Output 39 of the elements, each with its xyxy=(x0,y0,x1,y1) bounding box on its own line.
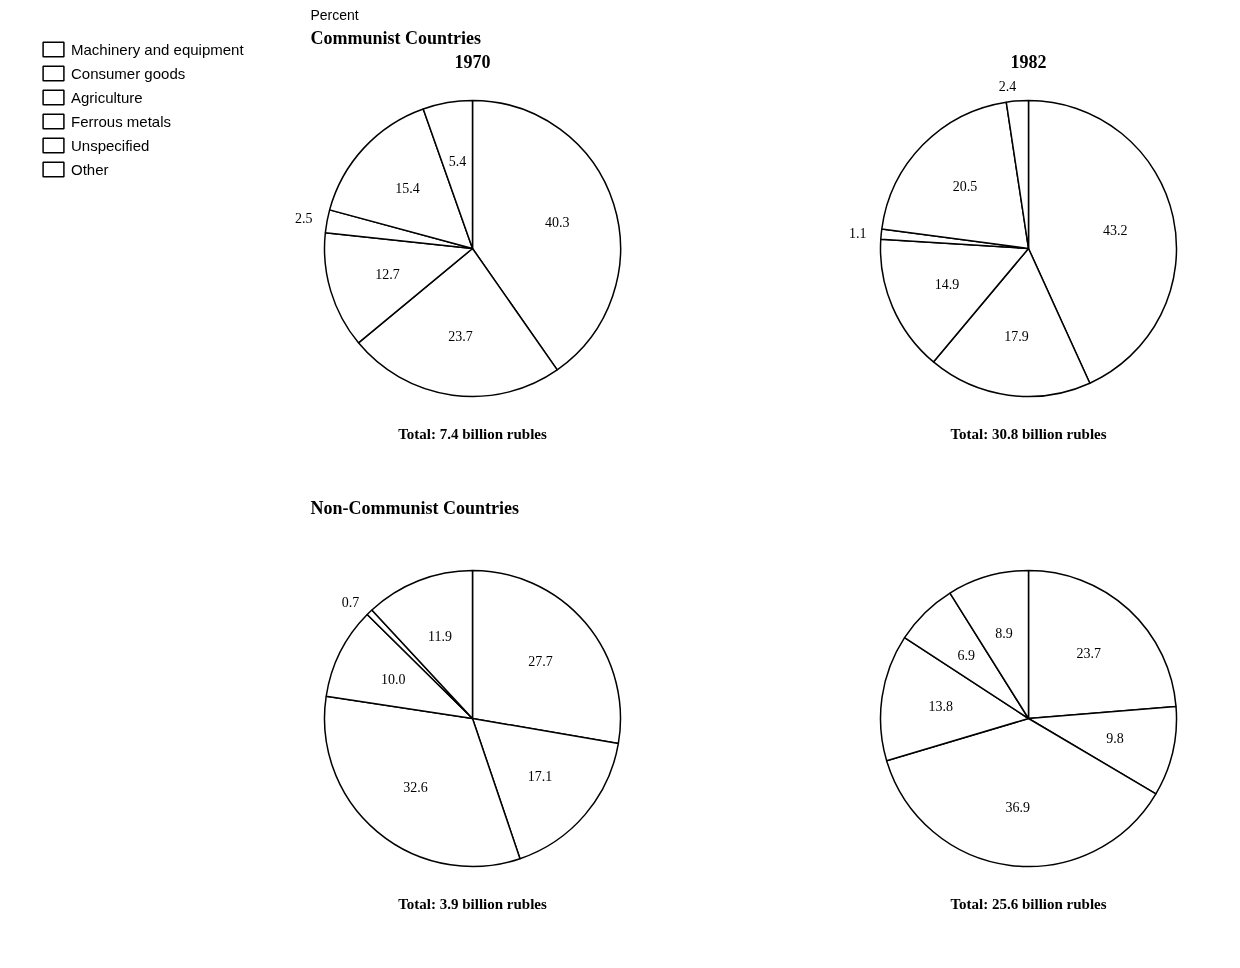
data-label: 43.2 xyxy=(1103,222,1128,238)
legend-label: Machinery and equipment xyxy=(71,40,244,58)
text: Total: 30.8 billion rubles xyxy=(950,425,1107,442)
data-label: 2.4 xyxy=(998,79,1017,95)
data-label: 20.5 xyxy=(952,179,978,195)
legend-label: Other xyxy=(71,160,109,178)
data-label: 1.1 xyxy=(848,225,867,241)
legend-label: Unspecified xyxy=(71,136,150,154)
data-label: 23.7 xyxy=(1076,646,1101,662)
chart-subtitle: Non-Communist Countries xyxy=(310,498,520,519)
data-label: 36.9 xyxy=(1005,799,1030,815)
chart-title: 1982 xyxy=(1010,51,1047,72)
data-label: 14.9 xyxy=(934,276,960,292)
data-label: 6.9 xyxy=(957,648,976,664)
data-label: 2.5 xyxy=(294,211,313,227)
data-label: 32.6 xyxy=(403,779,428,795)
data-label: 0.7 xyxy=(341,594,360,610)
text: Percent xyxy=(310,6,359,23)
data-label: 5.4 xyxy=(448,153,467,169)
data-label: 23.7 xyxy=(448,329,473,345)
text: Total: 3.9 billion rubles xyxy=(398,895,547,912)
data-label: 10.0 xyxy=(380,671,406,687)
legend-label: Ferrous metals xyxy=(71,112,172,130)
data-label: 11.9 xyxy=(428,628,453,644)
text: Total: 25.6 billion rubles xyxy=(950,895,1107,912)
data-label: 15.4 xyxy=(395,181,420,197)
data-label: 27.7 xyxy=(528,654,553,670)
data-label: 17.1 xyxy=(527,769,553,785)
data-label: 13.8 xyxy=(928,698,953,714)
data-label: 9.8 xyxy=(1106,731,1124,747)
text: Total: 7.4 billion rubles xyxy=(398,425,547,442)
legend-label: Agriculture xyxy=(71,88,143,106)
chart-subtitle: Communist Countries xyxy=(310,28,482,49)
data-label: 40.3 xyxy=(544,214,570,230)
legend-label: Consumer goods xyxy=(71,64,186,82)
data-label: 12.7 xyxy=(375,267,400,283)
text: 1970 xyxy=(454,51,491,72)
data-label: 17.9 xyxy=(1004,329,1029,345)
data-label: 8.9 xyxy=(995,626,1013,642)
